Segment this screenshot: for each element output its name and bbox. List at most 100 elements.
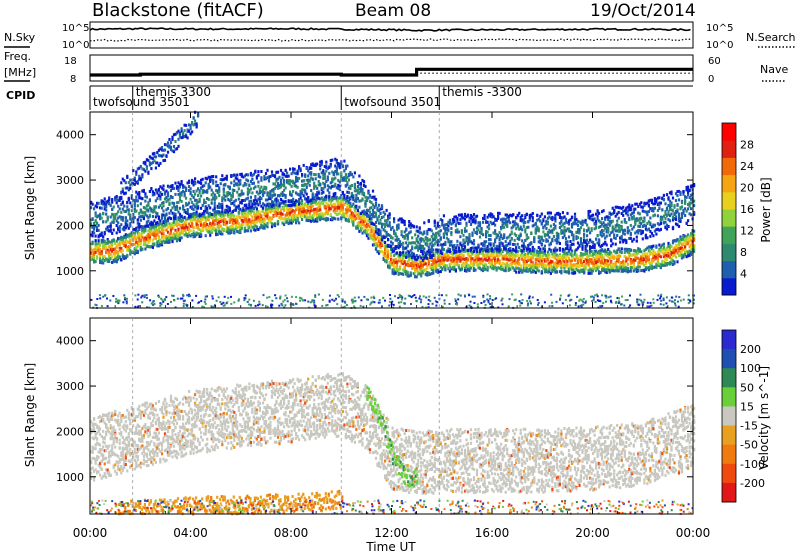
scatter-cell <box>295 218 298 222</box>
scatter-cell <box>622 269 625 273</box>
scatter-cell <box>637 256 640 260</box>
scatter-cell <box>207 212 210 216</box>
scatter-cell <box>159 197 162 201</box>
scatter-cell <box>438 258 441 262</box>
scatter-cell <box>408 264 411 268</box>
scatter-cell <box>276 170 280 174</box>
scatter-cell <box>138 211 141 215</box>
scatter-cell <box>106 259 109 263</box>
scatter-cell <box>524 261 527 265</box>
scatter-cell <box>671 263 675 266</box>
scatter-cell <box>141 189 144 193</box>
scatter-cell <box>188 201 191 205</box>
scatter-cell <box>96 221 99 225</box>
scatter-cell <box>647 255 650 259</box>
scatter-cell <box>94 239 97 243</box>
scatter-cell <box>575 253 578 257</box>
scatter-cell <box>531 253 534 257</box>
scatter-cell <box>197 206 200 210</box>
scatter-cell <box>373 232 376 236</box>
scatter-cell <box>525 249 528 253</box>
scatter-cell <box>100 238 103 242</box>
scatter-cell <box>237 215 240 219</box>
scatter-cell <box>203 222 206 226</box>
scatter-cell <box>590 258 593 262</box>
scatter-cell <box>322 190 325 194</box>
scatter-cell <box>224 198 227 202</box>
scatter-cell <box>513 269 516 272</box>
scatter-cell <box>93 221 96 225</box>
scatter-cell <box>334 217 337 221</box>
scatter-cell <box>210 188 213 192</box>
scatter-cell <box>676 244 679 248</box>
scatter-cell <box>506 262 509 265</box>
scatter-cell <box>109 215 112 219</box>
scatter-cell <box>156 231 159 234</box>
scatter-cell <box>503 262 506 266</box>
scatter-cell <box>219 217 222 221</box>
scatter-cell <box>390 263 393 266</box>
scatter-cell <box>619 254 622 258</box>
scatter-cell <box>243 227 246 231</box>
scatter-cell <box>120 195 123 199</box>
scatter-cell <box>311 177 314 181</box>
scatter-cell <box>682 237 685 241</box>
scatter-cell <box>507 258 510 262</box>
scatter-cell <box>255 207 258 211</box>
scatter-cell <box>359 216 362 220</box>
scatter-cell <box>341 213 344 217</box>
scatter-cell <box>213 228 216 232</box>
scatter-cell <box>136 249 139 253</box>
scatter-cell <box>301 202 304 206</box>
scatter-cell <box>129 245 132 248</box>
scatter-cell <box>249 199 252 203</box>
scatter-cell <box>539 257 542 261</box>
scatter-cell <box>252 220 255 224</box>
scatter-cell <box>165 223 168 227</box>
scatter-cell <box>103 204 106 208</box>
scatter-cell <box>231 213 234 217</box>
scatter-cell <box>344 197 347 201</box>
scatter-cell <box>632 260 635 264</box>
scatter-cell <box>126 248 129 252</box>
scatter-cell <box>572 253 575 257</box>
scatter-cell <box>376 250 379 254</box>
scatter-cell <box>178 236 182 240</box>
scatter-cell <box>185 225 188 229</box>
scatter-cell <box>433 255 436 259</box>
scatter-cell <box>583 269 586 273</box>
scatter-cell <box>509 253 512 257</box>
scatter-cell <box>129 213 132 217</box>
scatter-cell <box>552 256 555 259</box>
scatter-cell <box>655 265 658 269</box>
scatter-cell <box>581 252 584 256</box>
scatter-cell <box>629 267 632 271</box>
scatter-cell <box>257 218 260 222</box>
scatter-cell <box>133 252 136 256</box>
scatter-cell <box>272 190 275 194</box>
scatter-cell <box>501 257 504 261</box>
scatter-cell <box>472 268 476 272</box>
scatter-cell <box>142 206 145 209</box>
scatter-cell <box>614 251 617 255</box>
scatter-cell <box>254 221 257 225</box>
scatter-cell <box>510 261 513 265</box>
scatter-cell <box>307 196 310 200</box>
scatter-cell <box>195 222 198 226</box>
scatter-cell <box>468 268 471 272</box>
scatter-cell <box>257 212 260 216</box>
scatter-cell <box>405 272 408 276</box>
scatter-cell <box>463 266 467 270</box>
scatter-cell <box>543 270 546 274</box>
scatter-cell <box>558 259 561 263</box>
scatter-cell <box>326 210 329 214</box>
scatter-cell <box>96 205 99 209</box>
scatter-cell <box>106 225 109 229</box>
scatter-cell <box>453 265 456 269</box>
scatter-cell <box>266 168 269 172</box>
scatter-cell <box>519 269 522 273</box>
scatter-cell <box>206 223 209 226</box>
scatter-cell <box>307 209 310 213</box>
scatter-cell <box>117 256 120 260</box>
scatter-cell <box>138 228 141 231</box>
